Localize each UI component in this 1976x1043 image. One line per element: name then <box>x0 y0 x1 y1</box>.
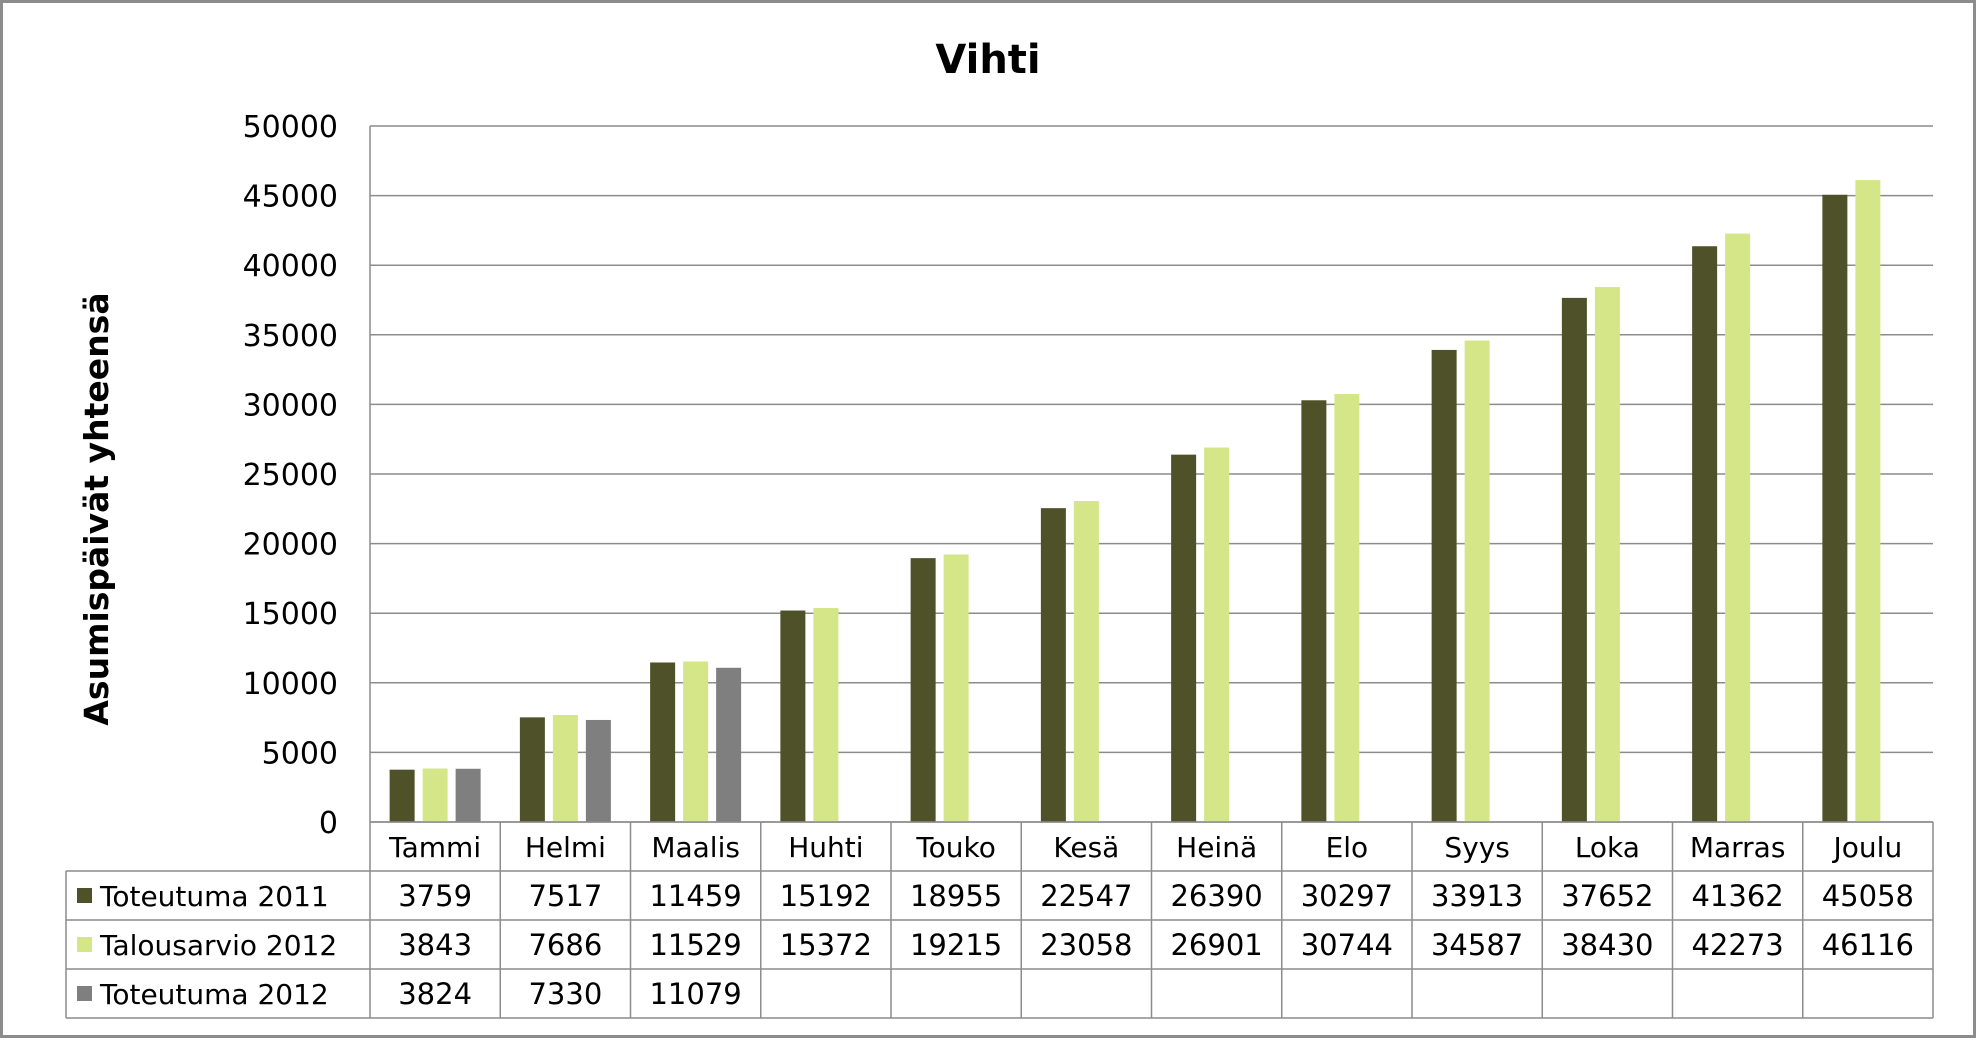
series-name: Toteutuma 2011 <box>99 880 329 913</box>
bar <box>1464 340 1490 822</box>
data-label: 22547 <box>1040 879 1132 913</box>
y-tick-label: 50000 <box>243 110 338 145</box>
data-label: 45058 <box>1822 879 1914 913</box>
bar <box>1594 287 1620 822</box>
data-label: 7517 <box>528 879 602 913</box>
category-label: Joulu <box>1832 831 1903 864</box>
y-tick-label: 25000 <box>243 458 338 493</box>
data-label: 15372 <box>780 928 872 962</box>
data-label: 7330 <box>528 977 602 1011</box>
data-label: 23058 <box>1040 928 1132 962</box>
category-label: Touko <box>915 831 996 864</box>
bar <box>585 719 611 822</box>
data-label: 30744 <box>1301 928 1393 962</box>
bar <box>389 769 415 822</box>
legend-swatch <box>77 986 92 1001</box>
bars <box>389 180 1881 823</box>
bar <box>683 661 709 822</box>
bar <box>943 554 969 822</box>
y-tick-label: 30000 <box>243 388 338 423</box>
data-label: 33913 <box>1431 879 1523 913</box>
data-label: 15192 <box>780 879 872 913</box>
series-name: Toteutuma 2012 <box>99 978 329 1011</box>
category-label: Maalis <box>651 831 740 864</box>
chart-title: Vihti <box>935 37 1040 83</box>
category-label: Tammi <box>388 831 481 864</box>
data-label: 42273 <box>1691 928 1783 962</box>
data-label: 11079 <box>649 977 741 1011</box>
bar <box>552 715 578 822</box>
y-tick-label: 20000 <box>243 528 338 563</box>
category-label: Elo <box>1326 831 1369 864</box>
y-axis-label: Asumispäivät yhteensä <box>77 292 116 725</box>
data-table: Tammi Helmi Maalis Huhti Touko Kesä Heinä Elo Sy… <box>65 821 1934 1019</box>
data-label: 30297 <box>1301 879 1393 913</box>
data-label: 11459 <box>649 879 741 913</box>
bar <box>813 608 839 822</box>
data-label: 18955 <box>910 879 1002 913</box>
category-label: Syys <box>1444 831 1510 864</box>
bar <box>910 558 936 822</box>
data-label: 38430 <box>1561 928 1653 962</box>
bar <box>422 768 448 822</box>
bar <box>1040 508 1066 822</box>
data-label: 41362 <box>1691 879 1783 913</box>
bar <box>1692 246 1718 822</box>
y-tick-label: 0 <box>319 806 338 841</box>
category-label: Helmi <box>525 831 606 864</box>
data-label: 7686 <box>528 928 602 962</box>
y-tick-label: 15000 <box>243 597 338 632</box>
legend-swatch <box>77 937 92 952</box>
bar <box>1301 400 1327 822</box>
series-name: Talousarvio 2012 <box>99 929 337 962</box>
y-tick-label: 10000 <box>243 667 338 702</box>
y-tick-label: 45000 <box>243 180 338 215</box>
category-label: Loka <box>1575 831 1640 864</box>
bar <box>716 667 742 822</box>
data-label: 3759 <box>398 879 472 913</box>
bar <box>1073 501 1099 822</box>
bar <box>1822 194 1848 823</box>
category-label: Kesä <box>1053 831 1119 864</box>
bar <box>1855 180 1881 822</box>
bar <box>1204 447 1230 822</box>
bar <box>1431 349 1457 822</box>
y-tick-label: 40000 <box>243 249 338 284</box>
data-label: 26901 <box>1170 928 1262 962</box>
bar <box>650 662 676 822</box>
bar <box>1725 233 1751 823</box>
data-label: 3843 <box>398 928 472 962</box>
y-tick-label: 5000 <box>262 736 338 771</box>
bar <box>1171 454 1197 822</box>
data-label: 26390 <box>1170 879 1262 913</box>
category-label: Marras <box>1690 831 1786 864</box>
data-label: 3824 <box>398 977 472 1011</box>
category-label: Huhti <box>788 831 863 864</box>
data-label: 11529 <box>649 928 741 962</box>
bar <box>780 610 806 822</box>
bar <box>1561 297 1587 822</box>
data-label: 19215 <box>910 928 1002 962</box>
data-label: 37652 <box>1561 879 1653 913</box>
bar <box>455 768 481 822</box>
data-label: 46116 <box>1822 928 1914 962</box>
legend-swatch <box>77 888 92 903</box>
y-tick-label: 35000 <box>243 319 338 354</box>
data-label: 34587 <box>1431 928 1523 962</box>
bar <box>1334 394 1360 822</box>
y-axis-ticks: 0 5000 10000 15000 20000 25000 30000 35000 40000… <box>243 110 338 841</box>
bar <box>519 717 545 822</box>
category-label: Heinä <box>1176 831 1257 864</box>
